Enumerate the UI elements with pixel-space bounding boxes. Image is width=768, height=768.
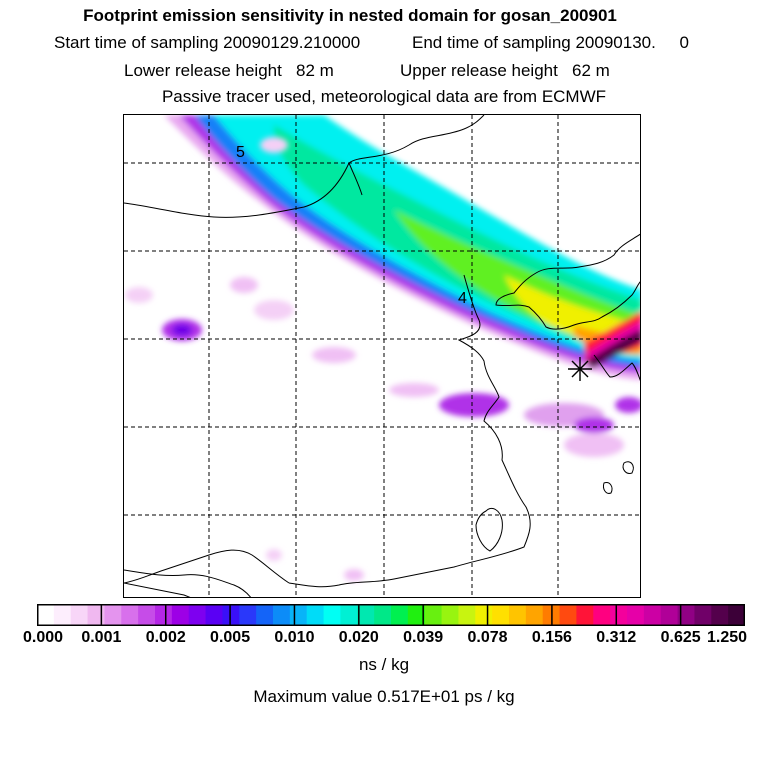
- colorbar-swatch: [407, 604, 426, 626]
- sensitivity-map: 5 4: [124, 115, 640, 597]
- colorbar-swatch: [104, 604, 122, 626]
- colorbar-tick-label: 0.002: [145, 629, 186, 646]
- colorbar-swatch: [677, 604, 695, 626]
- colorbar-tick-label: 0.312: [596, 629, 637, 646]
- colorbar-swatch: [340, 604, 358, 626]
- colorbar-tick-label: 0.625: [660, 629, 701, 646]
- colorbar-tick-label: 0.001: [81, 629, 122, 646]
- contour-label-5: 5: [236, 144, 245, 161]
- colorbar-border: [37, 604, 745, 626]
- patch: [254, 300, 294, 320]
- colorbar-swatch: [357, 604, 375, 626]
- plume-core-dark: [586, 329, 640, 369]
- colorbar-tick-label: 0.020: [338, 629, 379, 646]
- colorbar-swatch: [424, 604, 443, 626]
- colorbar-swatch: [509, 604, 527, 626]
- colorbar-swatch: [610, 604, 628, 626]
- colorbar-swatch: [138, 604, 156, 626]
- colorbar-swatch: [525, 604, 544, 626]
- colorbar-swatch: [256, 604, 274, 626]
- weak-sensitivity-patches: [125, 137, 640, 581]
- border-line: [348, 162, 363, 196]
- coast-line: [124, 582, 191, 597]
- patch: [574, 417, 614, 433]
- colorbar-tick-label: 0.000: [22, 629, 64, 646]
- island: [622, 461, 634, 474]
- colorbar-swatch: [70, 604, 89, 626]
- colorbar-swatch: [155, 604, 173, 626]
- lower-release-height: Lower release height 82 m: [124, 61, 334, 80]
- colorbar-swatch: [205, 604, 223, 626]
- map-panel: 5 4: [123, 114, 641, 598]
- coast-line: [124, 549, 290, 584]
- colorbar-swatch: [576, 604, 594, 626]
- colorbar-tick-label: 0.039: [403, 629, 444, 646]
- sampling-end: End time of sampling 20090130. 0: [412, 33, 689, 52]
- colorbar-swatch: [728, 604, 745, 626]
- colorbar-swatch: [627, 604, 645, 626]
- colorbar-swatch: [323, 604, 341, 626]
- taiwan-coast: [475, 507, 503, 552]
- patch: [172, 324, 192, 336]
- border-line: [124, 569, 252, 597]
- colorbar: [37, 604, 745, 626]
- colorbar-tick-label: 1.250: [706, 629, 748, 646]
- star-icon: [568, 357, 592, 381]
- patch: [125, 287, 153, 303]
- colorbar-tick-label: 0.005: [210, 629, 251, 646]
- colorbar-swatch: [475, 604, 493, 626]
- patch: [266, 549, 282, 561]
- emission-plume: [164, 115, 640, 380]
- colorbar-swatch: [273, 604, 291, 626]
- coast-line: [495, 233, 640, 330]
- colorbar-swatch: [441, 604, 459, 626]
- colorbar-swatch: [53, 604, 72, 626]
- patch: [615, 397, 640, 413]
- patch: [230, 277, 258, 293]
- graticule: [124, 115, 640, 597]
- max-value-label: Maximum value 0.517E+01 ps / kg: [253, 687, 515, 706]
- patch: [344, 569, 364, 581]
- patch: [389, 383, 439, 397]
- colorbar-tick-label: 0.156: [531, 629, 572, 646]
- colorbar-swatch: [306, 604, 325, 626]
- colorbar-tick-label: 0.078: [467, 629, 508, 646]
- colorbar-swatch: [643, 604, 662, 626]
- tracer-info: Passive tracer used, meteorological data…: [161, 87, 607, 106]
- map-title: Footprint emission sensitivity in nested…: [83, 6, 617, 25]
- korea-coast: [593, 354, 640, 381]
- island: [603, 482, 613, 494]
- coastlines: [124, 115, 640, 597]
- patch: [439, 393, 509, 417]
- colorbar-swatch: [239, 604, 257, 626]
- colorbar-swatch: [391, 604, 409, 626]
- patch: [564, 433, 624, 457]
- plume-band-yellow: [504, 275, 640, 349]
- colorbar-swatch: [171, 604, 190, 626]
- colorbar-swatch: [660, 604, 679, 626]
- colorbar-swatch: [188, 604, 207, 626]
- patch: [260, 137, 288, 153]
- colorbar-swatch: [222, 604, 240, 626]
- colorbar-tick-label: 0.010: [274, 629, 315, 646]
- colorbar-swatch: [593, 604, 611, 626]
- colorbar-swatch: [492, 604, 510, 626]
- colorbar-swatch: [559, 604, 577, 626]
- colorbar-swatch: [121, 604, 139, 626]
- upper-release-height: Upper release height 62 m: [400, 61, 610, 80]
- colorbar-swatch: [694, 604, 712, 626]
- coast-line: [288, 274, 531, 588]
- unit-label: ns / kg: [358, 655, 410, 674]
- colorbar-swatch: [458, 604, 476, 626]
- patch: [312, 347, 356, 363]
- colorbar-swatch: [37, 604, 55, 626]
- border-line: [124, 115, 485, 218]
- sampling-start: Start time of sampling 20090129.210000: [54, 33, 361, 52]
- colorbar-swatch: [289, 604, 308, 626]
- colorbar-swatch: [374, 604, 392, 626]
- colorbar-swatch: [87, 604, 105, 626]
- contour-label-4: 4: [458, 290, 467, 307]
- colorbar-swatch: [711, 604, 729, 626]
